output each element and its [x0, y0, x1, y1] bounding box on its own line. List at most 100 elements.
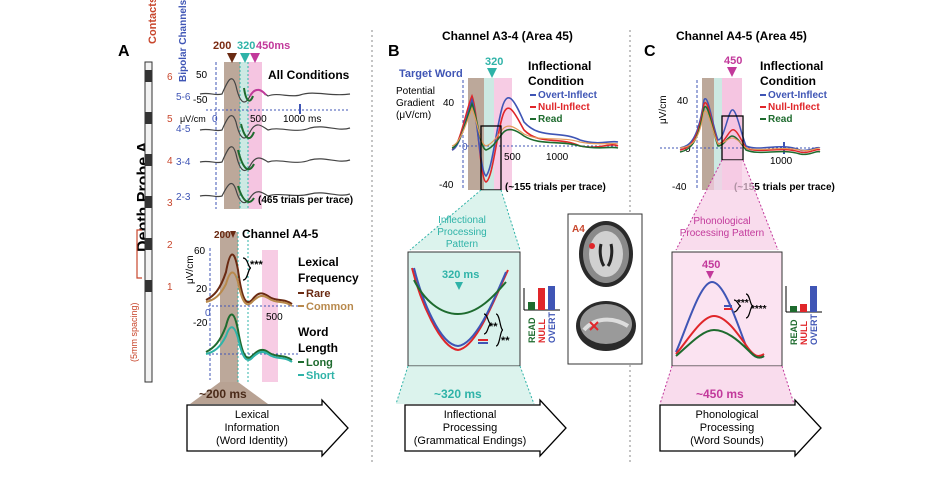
all-conditions-label: All Conditions [268, 68, 350, 82]
legend-read-c: Read [768, 114, 792, 125]
pattern-peak-b: 320 ms [442, 269, 479, 281]
traces-b [451, 93, 619, 183]
peak-320: 320 [237, 40, 255, 52]
tick-label: 500 [266, 312, 283, 323]
window-450 [248, 62, 262, 209]
legend-short: Short [306, 370, 335, 382]
panel-a-letter: A [118, 43, 130, 60]
axis-label: 40 [677, 96, 689, 107]
unit-label-c: μV/cm [658, 95, 669, 124]
window-450-sub [262, 250, 278, 382]
process-box-b [404, 398, 567, 458]
peak-arrow [240, 53, 250, 63]
mri-label: A4 [572, 224, 585, 235]
axis-label: 0 [462, 142, 468, 153]
channel-label: 2-3 [176, 192, 191, 203]
legend-overt-c: Overt-Inflect [768, 90, 828, 101]
funnel-b [396, 366, 534, 404]
pattern-traces-b [411, 267, 509, 352]
tick-label: 1000 ms [283, 114, 321, 125]
mri-axial-image [579, 221, 633, 287]
bar-label: OVERT [809, 313, 819, 345]
axis-label: -20 [193, 318, 208, 329]
window-320 [240, 62, 248, 209]
axis-label: 50 [196, 70, 208, 81]
target-word-label: Target Word [399, 68, 463, 80]
unit-label: μV/cm [185, 255, 196, 284]
peak-200: 200 [213, 40, 231, 52]
trials-note-a: (465 trials per trace) [258, 195, 353, 206]
process-box-c [659, 398, 822, 458]
tick-label: 1000 [770, 156, 793, 167]
contacts-label: Contacts [147, 0, 159, 44]
window-label-b: ~320 ms [434, 387, 482, 401]
panel-c-letter: C [644, 43, 656, 60]
legend-common: Common [306, 301, 354, 313]
legend-overt-b: Overt-Inflect [538, 90, 598, 101]
legend-read-b: Read [538, 114, 562, 125]
window-b-320 [484, 78, 494, 190]
channel-traces [199, 78, 351, 204]
window-200 [224, 62, 240, 209]
probe-contacts [145, 70, 152, 292]
spacing-label: (5mm spacing) [129, 302, 139, 362]
axis-label: 20 [196, 284, 208, 295]
channel-label: 4-5 [176, 124, 191, 135]
pattern-title-b: Inflectional Processing Pattern [437, 215, 486, 250]
tick-label: 1000 [546, 152, 569, 163]
lexical-title: Lexical Frequency [298, 255, 359, 285]
legend-null-c: Null-Inflect [768, 102, 820, 113]
bar-read-b [528, 302, 535, 310]
process-box-a [186, 398, 349, 458]
window-label-c: ~450 ms [696, 387, 744, 401]
contact-number: 3 [167, 198, 173, 209]
tick-label: 500 [504, 152, 521, 163]
axis-label: -40 [439, 180, 454, 191]
axis-label: 40 [443, 98, 455, 109]
bar-label: READ [789, 319, 799, 345]
legend-long: Long [306, 357, 333, 369]
bar-label: NULL [799, 321, 809, 345]
box-label-a: Lexical Information (Word Identity) [216, 409, 288, 447]
bar-read-c [790, 306, 797, 312]
sig-a: *** [250, 259, 264, 271]
bar-null-c [800, 304, 807, 312]
panel-b-title: Channel A3-4 (Area 45) [442, 29, 573, 43]
contact-number: 6 [167, 72, 173, 83]
sig-c1: *** [737, 298, 749, 309]
contact-number: 2 [167, 240, 173, 251]
contact-number: 1 [167, 282, 173, 293]
bar-overt-b [548, 286, 555, 310]
channel-label: 3-4 [176, 157, 191, 168]
spacing-bracket [136, 229, 142, 279]
box-label-b: Inflectional Processing (Grammatical Endin… [414, 409, 526, 447]
sig-b1: ** [489, 321, 498, 333]
peak-arrow [227, 53, 237, 63]
mri-sagittal-image [576, 301, 636, 351]
sub-peak-label: 200 [214, 230, 231, 241]
legend-title-c: Inflectional Condition [760, 59, 823, 88]
legend-null-b: Null-Inflect [538, 102, 590, 113]
bar-label: OVERT [547, 311, 557, 343]
sig-c2: **** [751, 304, 767, 315]
word-title: Word Length [298, 325, 338, 355]
ylabel-b: Potential Gradient (μV/cm) [396, 86, 435, 121]
legend-title-b: Inflectional Condition [528, 59, 591, 88]
lexical-traces [205, 253, 293, 363]
bar-label: READ [527, 317, 537, 343]
panel-c-title: Channel A4-5 (Area 45) [676, 29, 807, 43]
pattern-title-c: Phonological Processing Pattern [680, 216, 765, 239]
pattern-traces-c [675, 280, 765, 359]
sig-b2: ** [501, 335, 510, 347]
bipolar-label: Bipolar Channels [178, 0, 189, 82]
tick-label: 0 [212, 114, 218, 125]
axis-label: 60 [194, 246, 206, 257]
bar-label: NULL [537, 319, 547, 343]
axis-label: -50 [193, 95, 208, 106]
tick-label: 500 [250, 114, 267, 125]
box-label-c: Phonological Processing (Word Sounds) [690, 409, 764, 447]
traces-c [679, 98, 821, 156]
pattern-peak-c: 450 [702, 259, 720, 271]
